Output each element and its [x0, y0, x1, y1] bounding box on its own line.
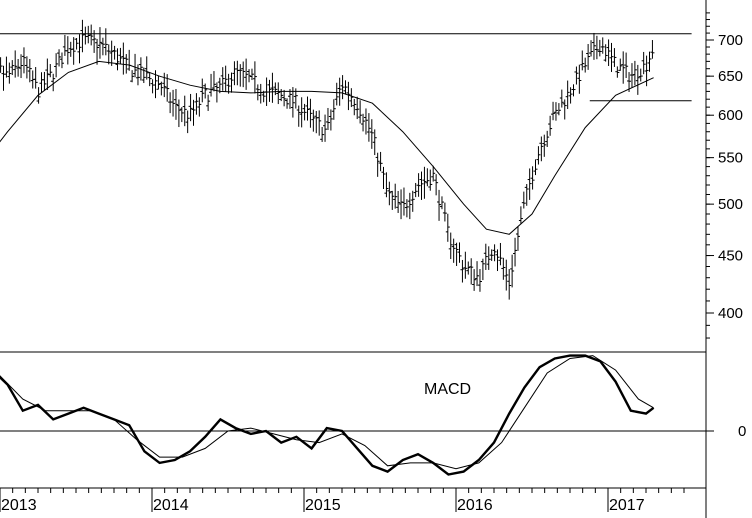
- year-tick-label: 2014: [153, 497, 189, 514]
- signal-line: [0, 355, 654, 470]
- price-tick-label: 550: [718, 150, 743, 167]
- price-tick-label: 650: [718, 68, 743, 85]
- year-tick-label: 2016: [457, 497, 493, 514]
- year-tick-label: 2017: [609, 497, 645, 514]
- macd-annotation: MACD: [424, 381, 471, 398]
- macd-tick-label: 0: [738, 423, 746, 440]
- price-tick-label: 600: [718, 107, 743, 124]
- year-tick-label: 2013: [1, 497, 37, 514]
- price-tick-label: 400: [718, 305, 743, 322]
- price-tick-label: 450: [718, 248, 743, 265]
- price-tick-label: 500: [718, 196, 743, 213]
- moving-average-line: [0, 60, 654, 235]
- price-panel: [0, 19, 692, 300]
- year-tick-label: 2015: [305, 497, 341, 514]
- macd-panel: MACD: [0, 354, 706, 476]
- price-tick-label: 700: [718, 32, 743, 49]
